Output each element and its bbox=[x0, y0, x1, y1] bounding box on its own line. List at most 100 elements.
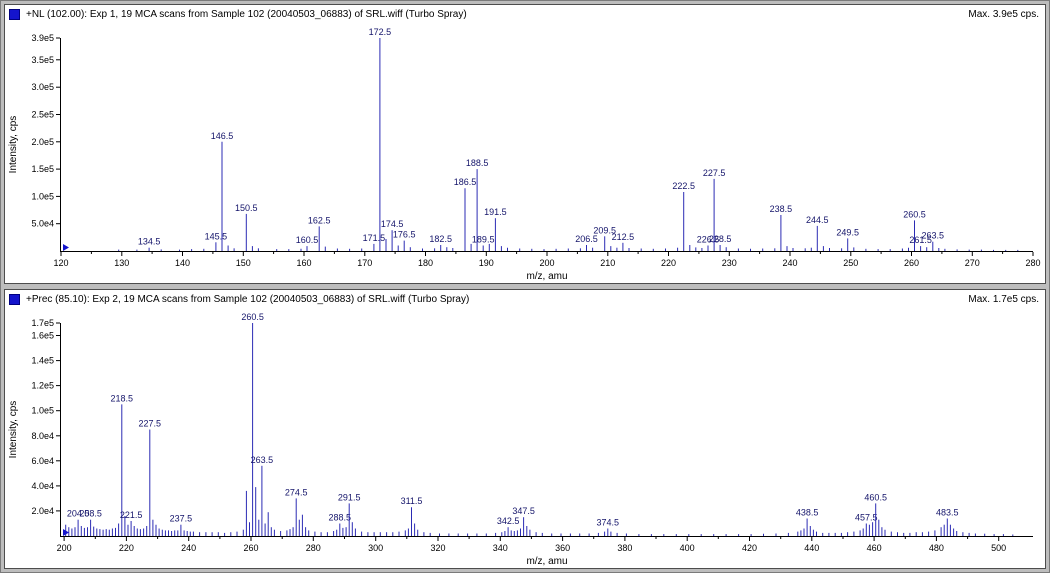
svg-text:380: 380 bbox=[617, 543, 632, 553]
svg-text:440: 440 bbox=[804, 543, 819, 553]
svg-text:191.5: 191.5 bbox=[484, 207, 507, 217]
svg-text:400: 400 bbox=[680, 543, 695, 553]
svg-text:176.5: 176.5 bbox=[393, 230, 416, 240]
svg-text:208.5: 208.5 bbox=[79, 509, 102, 519]
svg-text:212.5: 212.5 bbox=[612, 232, 635, 242]
pane-handle-icon[interactable] bbox=[9, 8, 20, 20]
svg-text:182.5: 182.5 bbox=[429, 234, 452, 244]
spectrum-panel-prec: +Prec (85.10): Exp 2, 19 MCA scans from … bbox=[4, 289, 1046, 569]
svg-text:360: 360 bbox=[555, 543, 570, 553]
svg-text:460.5: 460.5 bbox=[864, 492, 887, 502]
svg-text:150: 150 bbox=[236, 258, 251, 268]
svg-text:480: 480 bbox=[929, 543, 944, 553]
svg-text:263.5: 263.5 bbox=[251, 455, 274, 465]
svg-text:460: 460 bbox=[867, 543, 882, 553]
svg-text:300: 300 bbox=[368, 543, 383, 553]
svg-text:1.2e5: 1.2e5 bbox=[31, 381, 54, 391]
svg-text:206.5: 206.5 bbox=[575, 234, 598, 244]
svg-text:1.0e5: 1.0e5 bbox=[31, 191, 54, 201]
spectrum-plot-nl[interactable]: 134.5 145.5 146.5 150.5 160.5 162.5 171.5 172.5… bbox=[5, 23, 1045, 283]
svg-text:227.5: 227.5 bbox=[703, 168, 726, 178]
svg-text:120: 120 bbox=[53, 258, 68, 268]
svg-text:218.5: 218.5 bbox=[111, 393, 134, 403]
svg-text:291.5: 291.5 bbox=[338, 492, 361, 502]
svg-text:130: 130 bbox=[114, 258, 129, 268]
svg-text:Intensity, cps: Intensity, cps bbox=[8, 116, 19, 174]
max-intensity-label: Max. 3.9e5 cps. bbox=[968, 8, 1039, 20]
svg-text:260.5: 260.5 bbox=[241, 312, 264, 322]
svg-text:270: 270 bbox=[965, 258, 980, 268]
svg-text:210: 210 bbox=[600, 258, 615, 268]
svg-text:227.5: 227.5 bbox=[139, 419, 162, 429]
svg-text:150.5: 150.5 bbox=[235, 203, 258, 213]
svg-text:240: 240 bbox=[181, 543, 196, 553]
svg-text:m/z, amu: m/z, amu bbox=[526, 271, 567, 282]
svg-text:500: 500 bbox=[991, 543, 1006, 553]
svg-text:222.5: 222.5 bbox=[672, 181, 695, 191]
svg-text:162.5: 162.5 bbox=[308, 215, 331, 225]
svg-text:420: 420 bbox=[742, 543, 757, 553]
svg-text:261.5: 261.5 bbox=[909, 235, 932, 245]
svg-text:342.5: 342.5 bbox=[497, 516, 520, 526]
spectrum-panel-nl: +NL (102.00): Exp 1, 19 MCA scans from S… bbox=[4, 4, 1046, 284]
svg-text:4.0e4: 4.0e4 bbox=[31, 481, 54, 491]
pane-handle-icon[interactable] bbox=[9, 293, 20, 305]
svg-text:160.5: 160.5 bbox=[296, 235, 319, 245]
svg-text:3.5e5: 3.5e5 bbox=[31, 55, 54, 65]
svg-text:260: 260 bbox=[243, 543, 258, 553]
pane-title: +NL (102.00): Exp 1, 19 MCA scans from S… bbox=[26, 8, 467, 20]
svg-text:280: 280 bbox=[1025, 258, 1040, 268]
svg-text:170: 170 bbox=[357, 258, 372, 268]
svg-text:3.9e5: 3.9e5 bbox=[31, 33, 54, 43]
svg-text:237.5: 237.5 bbox=[170, 514, 193, 524]
svg-text:457.5: 457.5 bbox=[855, 513, 878, 523]
svg-text:311.5: 311.5 bbox=[401, 496, 423, 506]
svg-text:2.0e5: 2.0e5 bbox=[31, 137, 54, 147]
svg-text:5.0e4: 5.0e4 bbox=[31, 219, 54, 229]
svg-text:2.5e5: 2.5e5 bbox=[31, 110, 54, 120]
svg-text:226.5: 226.5 bbox=[697, 235, 720, 245]
svg-text:3.0e5: 3.0e5 bbox=[31, 82, 54, 92]
svg-text:188.5: 188.5 bbox=[466, 158, 489, 168]
svg-text:228.5: 228.5 bbox=[709, 234, 732, 244]
svg-text:2.0e4: 2.0e4 bbox=[31, 506, 54, 516]
svg-text:145.5: 145.5 bbox=[205, 231, 228, 241]
svg-text:146.5: 146.5 bbox=[211, 131, 234, 141]
svg-text:209.5: 209.5 bbox=[593, 225, 616, 235]
svg-text:200: 200 bbox=[539, 258, 554, 268]
svg-text:189.5: 189.5 bbox=[472, 235, 495, 245]
spectrum-plot-prec[interactable]: 204.5 208.5 218.5 221.5 227.5 237.5 260.5 263.5… bbox=[5, 308, 1045, 568]
svg-text:288.5: 288.5 bbox=[329, 513, 352, 523]
svg-text:1.7e5: 1.7e5 bbox=[31, 318, 54, 328]
svg-text:260.5: 260.5 bbox=[903, 209, 926, 219]
max-intensity-label: Max. 1.7e5 cps. bbox=[968, 293, 1039, 305]
svg-text:160: 160 bbox=[296, 258, 311, 268]
svg-text:Intensity, cps: Intensity, cps bbox=[8, 401, 19, 459]
svg-text:1.6e5: 1.6e5 bbox=[31, 331, 54, 341]
svg-text:172.5: 172.5 bbox=[369, 27, 392, 37]
pane-title: +Prec (85.10): Exp 2, 19 MCA scans from … bbox=[26, 293, 470, 305]
svg-text:190: 190 bbox=[479, 258, 494, 268]
panel-header: +NL (102.00): Exp 1, 19 MCA scans from S… bbox=[5, 5, 1045, 23]
svg-text:1.0e5: 1.0e5 bbox=[31, 406, 54, 416]
svg-text:240: 240 bbox=[782, 258, 797, 268]
svg-text:347.5: 347.5 bbox=[512, 506, 535, 516]
svg-text:238.5: 238.5 bbox=[770, 204, 793, 214]
svg-text:1.4e5: 1.4e5 bbox=[31, 356, 54, 366]
svg-text:171.5: 171.5 bbox=[363, 233, 386, 243]
svg-text:244.5: 244.5 bbox=[806, 215, 829, 225]
svg-text:180: 180 bbox=[418, 258, 433, 268]
svg-text:374.5: 374.5 bbox=[597, 518, 620, 528]
svg-text:134.5: 134.5 bbox=[138, 237, 161, 247]
svg-text:m/z, amu: m/z, amu bbox=[526, 556, 567, 567]
svg-text:204.5: 204.5 bbox=[67, 509, 90, 519]
svg-text:280: 280 bbox=[306, 543, 321, 553]
svg-text:174.5: 174.5 bbox=[381, 219, 404, 229]
svg-text:483.5: 483.5 bbox=[936, 508, 959, 518]
svg-text:8.0e4: 8.0e4 bbox=[31, 431, 54, 441]
svg-text:220: 220 bbox=[661, 258, 676, 268]
svg-text:438.5: 438.5 bbox=[796, 508, 819, 518]
svg-text:263.5: 263.5 bbox=[922, 231, 945, 241]
svg-text:260: 260 bbox=[904, 258, 919, 268]
